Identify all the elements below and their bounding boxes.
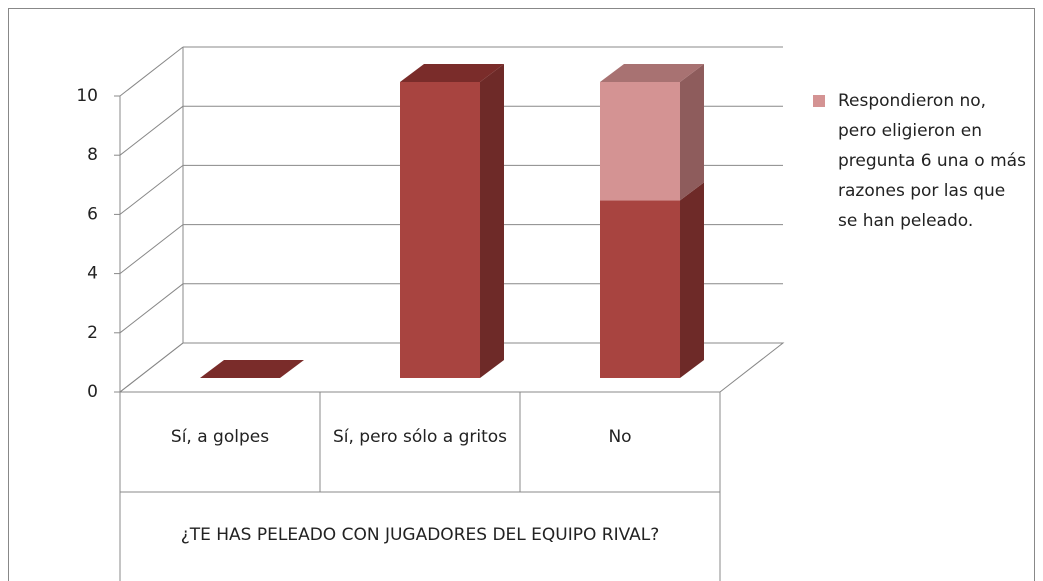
grid-line bbox=[119, 105, 184, 156]
bar-top bbox=[600, 64, 704, 82]
bar bbox=[600, 200, 680, 378]
bar-side bbox=[680, 182, 704, 378]
y-tick-label: 2 bbox=[87, 323, 98, 343]
y-tick-label: 0 bbox=[87, 382, 98, 402]
grid-line bbox=[119, 342, 184, 393]
grid-line bbox=[119, 165, 184, 215]
grid-line bbox=[119, 46, 184, 97]
x-tick-label: Sí, a golpes bbox=[170, 427, 270, 447]
x-tick-label: Sí, pero sólo a gritos bbox=[332, 427, 508, 447]
y-tick-label: 6 bbox=[87, 204, 98, 224]
y-tick-label: 4 bbox=[87, 264, 98, 284]
y-tick-label: 10 bbox=[76, 86, 98, 106]
x-tick-label: No bbox=[608, 427, 632, 447]
x-axis-title: ¿TE HAS PELEADO CON JUGADORES DEL EQUIPO… bbox=[180, 525, 660, 545]
bar-top bbox=[200, 360, 304, 378]
y-tick-label: 8 bbox=[87, 145, 98, 165]
bar bbox=[400, 82, 480, 378]
chart-frame bbox=[8, 8, 1035, 581]
legend-marker bbox=[813, 95, 825, 107]
bar-side bbox=[480, 64, 504, 378]
bar bbox=[600, 82, 680, 201]
legend-label: Respondieron no, pero eligieron en pregu… bbox=[838, 91, 1026, 231]
bar-side bbox=[680, 64, 704, 201]
grid-line bbox=[119, 224, 184, 274]
bar-top bbox=[400, 64, 504, 82]
grid-line bbox=[119, 283, 184, 334]
